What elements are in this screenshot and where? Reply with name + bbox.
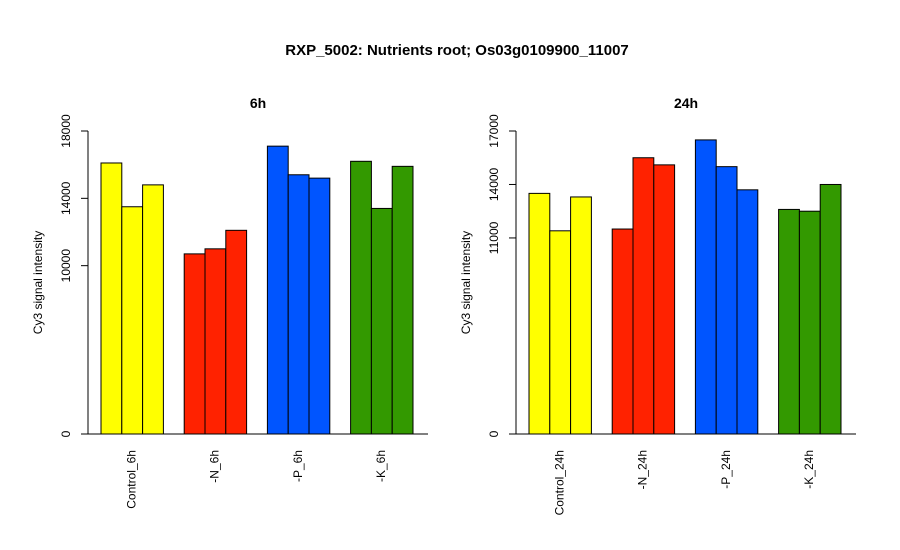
panel-title: 6h [250, 95, 266, 111]
bar--K_24h-3 [819, 183, 842, 435]
bar-Control_24h-3 [570, 196, 592, 435]
y-axis-label: Cy3 signal intensity [459, 231, 473, 334]
bar--P_6h-1 [266, 145, 289, 435]
bar--K_24h-2 [798, 210, 821, 435]
bar--K_24h-1 [778, 208, 800, 435]
bar-Control_6h-1 [100, 162, 123, 435]
panel-title: 24h [674, 95, 698, 111]
panel-6h: 6h Cy3 signal intensity 0 10000 14000 18000 Co… [31, 95, 428, 509]
bar--N_24h-1 [611, 228, 634, 435]
panel-24h: 24h Cy3 signal intensity 0 11000 14000 17000 C… [459, 95, 856, 515]
bar--K_6h-2 [370, 207, 393, 435]
y-tick-label: 14000 [487, 167, 501, 201]
x-category-label: Control_24h [552, 450, 566, 515]
y-tick-label: 10000 [59, 249, 73, 283]
bar--N_6h-3 [225, 229, 248, 435]
bar--P_24h-1 [694, 139, 717, 435]
bar--K_6h-3 [391, 165, 414, 435]
bar--N_6h-2 [204, 248, 227, 435]
bar-Control_6h-2 [121, 206, 144, 435]
bar-Control_24h-2 [549, 230, 572, 435]
x-category-label: -P_24h [719, 450, 733, 489]
y-tick-label: 18000 [59, 114, 73, 148]
x-category-label: -N_24h [636, 450, 650, 489]
x-category-label: -N_6h [208, 450, 222, 483]
bar--N_24h-2 [632, 157, 655, 435]
bar--P_24h-2 [715, 166, 738, 435]
y-tick-label: 17000 [487, 114, 501, 148]
y-axis-label: Cy3 signal intensity [31, 231, 45, 334]
y-tick-label: 14000 [59, 181, 73, 215]
x-category-label: -K_6h [374, 450, 388, 482]
bar-Control_6h-3 [142, 184, 164, 435]
bar--P_24h-3 [736, 189, 759, 435]
bar--P_6h-2 [287, 174, 310, 435]
y-tick-label: 0 [59, 430, 73, 437]
bar--N_6h-1 [183, 253, 206, 435]
x-category-label: Control_6h [124, 450, 138, 509]
bar--P_6h-3 [308, 177, 331, 435]
bar--K_6h-1 [350, 160, 372, 435]
x-category-label: -K_24h [802, 450, 816, 489]
y-tick-label: 0 [487, 430, 501, 437]
y-tick-label: 11000 [487, 221, 501, 254]
x-category-label: -P_6h [291, 450, 305, 482]
main-title: RXP_5002: Nutrients root; Os03g0109900_1… [285, 42, 629, 59]
bar-Control_24h-1 [528, 192, 551, 435]
bar--N_24h-3 [653, 164, 676, 435]
